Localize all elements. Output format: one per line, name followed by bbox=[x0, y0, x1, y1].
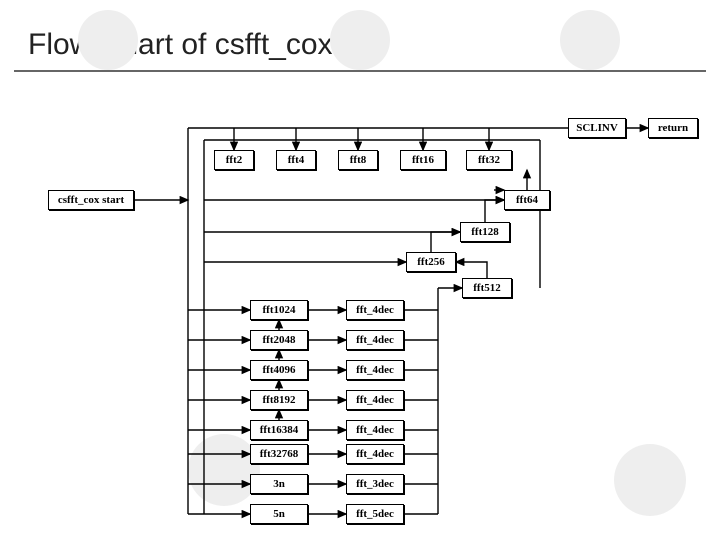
node-fft4: fft4 bbox=[276, 150, 316, 170]
node-start: csfft_cox start bbox=[48, 190, 134, 210]
node-dec1024: fft_4dec bbox=[346, 300, 404, 320]
node-fft8: fft8 bbox=[338, 150, 378, 170]
node-fft1024: fft1024 bbox=[250, 300, 308, 320]
title-underline bbox=[14, 70, 706, 72]
node-dec5: fft_5dec bbox=[346, 504, 404, 524]
node-n3: 3n bbox=[250, 474, 308, 494]
node-fft4096: fft4096 bbox=[250, 360, 308, 380]
bg-dot bbox=[330, 10, 390, 70]
node-n5: 5n bbox=[250, 504, 308, 524]
node-dec2048: fft_4dec bbox=[346, 330, 404, 350]
node-dec32768: fft_4dec bbox=[346, 444, 404, 464]
node-fft16: fft16 bbox=[400, 150, 446, 170]
node-fft32: fft32 bbox=[466, 150, 512, 170]
node-fft8192: fft8192 bbox=[250, 390, 308, 410]
node-dec3: fft_3dec bbox=[346, 474, 404, 494]
node-fft128: fft128 bbox=[460, 222, 510, 242]
node-fft512: fft512 bbox=[462, 278, 512, 298]
node-fft32768: fft32768 bbox=[250, 444, 308, 464]
bg-dot bbox=[560, 10, 620, 70]
node-fft256: fft256 bbox=[406, 252, 456, 272]
node-fft64: fft64 bbox=[504, 190, 550, 210]
node-fft2: fft2 bbox=[214, 150, 254, 170]
bg-dot bbox=[614, 444, 686, 516]
node-fft2048: fft2048 bbox=[250, 330, 308, 350]
node-sclinv: SCLINV bbox=[568, 118, 626, 138]
node-fft16384: fft16384 bbox=[250, 420, 308, 440]
page-title: Flow Chart of csfft_cox bbox=[28, 28, 333, 62]
node-dec16384: fft_4dec bbox=[346, 420, 404, 440]
node-dec8192: fft_4dec bbox=[346, 390, 404, 410]
node-return: return bbox=[648, 118, 698, 138]
node-dec4096: fft_4dec bbox=[346, 360, 404, 380]
bg-dot bbox=[78, 10, 138, 70]
